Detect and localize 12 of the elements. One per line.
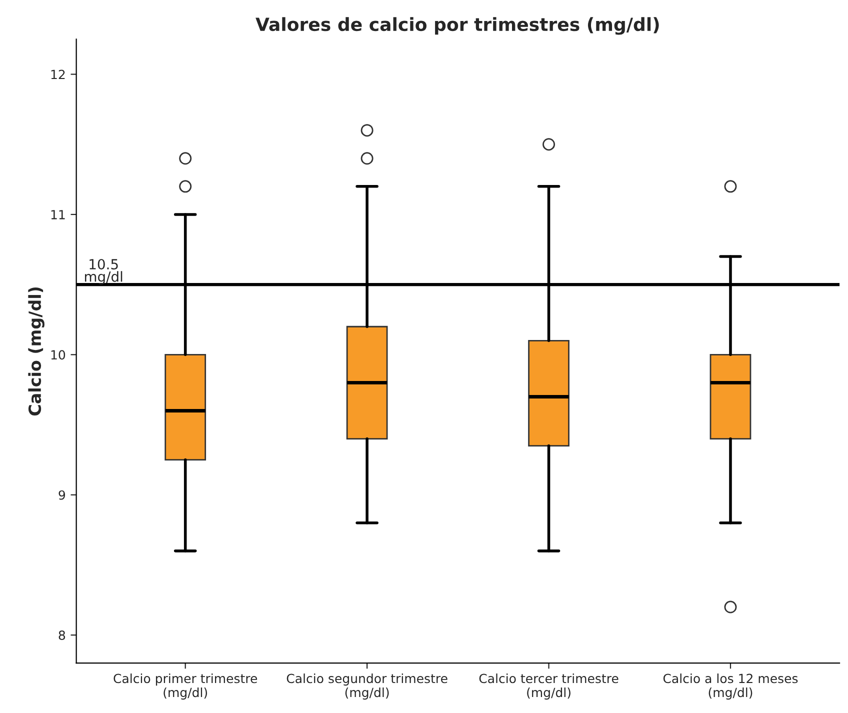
ref-line-label: 10.5 mg/dl [84,258,122,285]
y-tick-label: 10 [51,350,66,360]
x-tick-label: Calcio a los 12 meses (mg/dl) [663,674,798,700]
x-tick-label: Calcio primer trimestre (mg/dl) [114,674,258,700]
y-tick-label: 11 [51,210,65,220]
y-axis-title: Calcio (mg/dl) [28,287,44,416]
chart-title: Valores de calcio por trimestres (mg/dl) [256,17,659,35]
y-tick-label: 12 [51,70,65,80]
x-tick-label: Calcio segundor trimestre (mg/dl) [286,674,448,700]
y-tick-label: 8 [58,630,66,640]
x-tick-label: Calcio tercer trimestre (mg/dl) [479,674,618,700]
y-tick-label: 9 [58,490,66,500]
